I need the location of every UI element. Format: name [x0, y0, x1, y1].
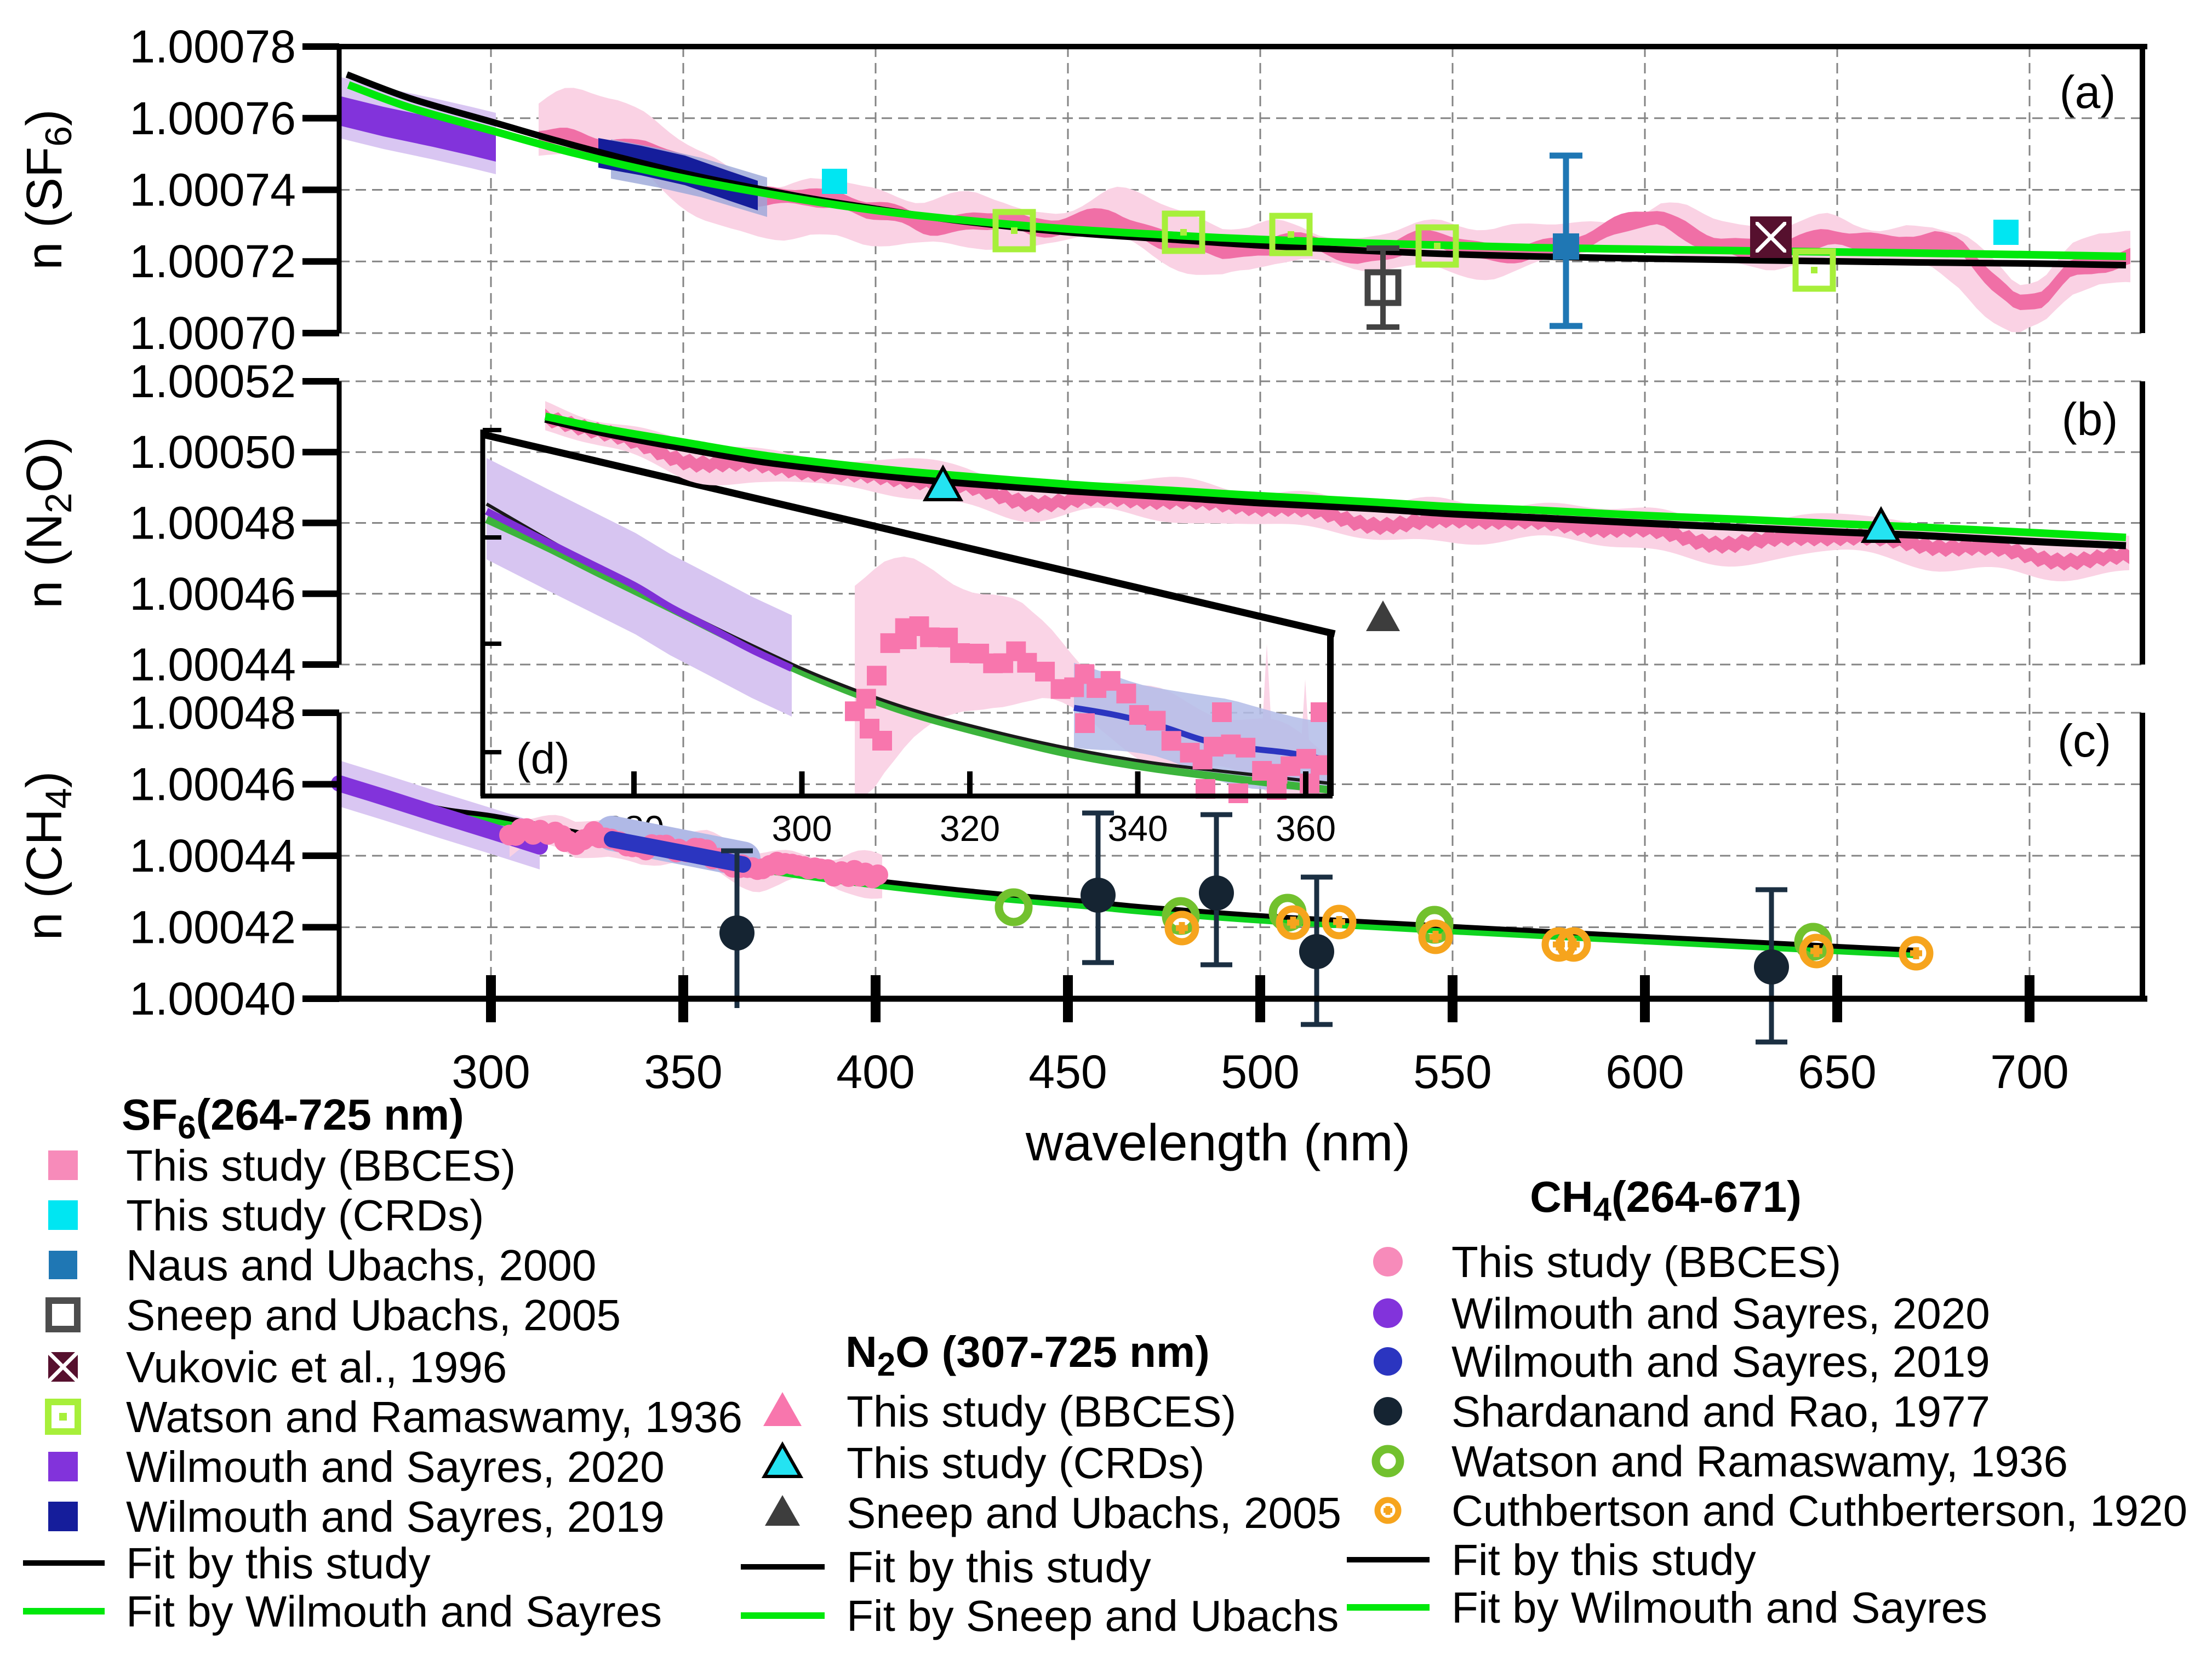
svg-text:450: 450	[1028, 1046, 1107, 1098]
svg-text:350: 350	[644, 1046, 723, 1098]
svg-text:1.00050: 1.00050	[129, 426, 296, 478]
svg-text:Watson and Ramaswamy, 1936: Watson and Ramaswamy, 1936	[1451, 1437, 2068, 1486]
svg-text:500: 500	[1221, 1046, 1300, 1098]
svg-text:1.00044: 1.00044	[129, 639, 296, 690]
svg-text:320: 320	[940, 808, 1000, 849]
svg-text:300: 300	[771, 808, 832, 849]
svg-text:Sneep and Ubachs, 2005: Sneep and Ubachs, 2005	[847, 1488, 1341, 1537]
svg-text:n (N2O): n (N2O)	[16, 437, 79, 609]
svg-text:1.00074: 1.00074	[129, 164, 296, 216]
svg-text:(a): (a)	[2060, 66, 2116, 118]
svg-text:700: 700	[1990, 1046, 2069, 1098]
svg-text:300: 300	[451, 1046, 530, 1098]
svg-text:This study (CRDs): This study (CRDs)	[126, 1191, 484, 1240]
svg-text:1.00044: 1.00044	[129, 830, 296, 881]
svg-text:(c): (c)	[2057, 715, 2111, 766]
svg-text:(d): (d)	[516, 734, 570, 783]
svg-text:This study (BBCES): This study (BBCES)	[126, 1141, 516, 1190]
svg-text:N2O (307-725 nm): N2O (307-725 nm)	[845, 1327, 1210, 1383]
svg-text:Wilmouth and Sayres, 2020: Wilmouth and Sayres, 2020	[1451, 1289, 1990, 1338]
svg-text:400: 400	[836, 1046, 915, 1098]
svg-text:Vukovic et al., 1996: Vukovic et al., 1996	[126, 1343, 507, 1392]
svg-text:wavelength (nm): wavelength (nm)	[1025, 1114, 1410, 1172]
svg-text:SF6(264-725 nm): SF6(264-725 nm)	[122, 1090, 464, 1146]
svg-text:340: 340	[1107, 808, 1168, 849]
svg-text:Sneep and Ubachs, 2005: Sneep and Ubachs, 2005	[126, 1291, 621, 1339]
svg-text:650: 650	[1798, 1046, 1877, 1098]
svg-text:600: 600	[1605, 1046, 1684, 1098]
svg-text:Fit by this study: Fit by this study	[1451, 1536, 1756, 1584]
svg-text:This study (CRDs): This study (CRDs)	[847, 1439, 1204, 1487]
svg-text:Wilmouth and Sayres, 2019: Wilmouth and Sayres, 2019	[1451, 1337, 1990, 1386]
svg-text:Fit by this study: Fit by this study	[126, 1539, 431, 1588]
svg-text:n (CH4): n (CH4)	[16, 771, 79, 941]
svg-text:360: 360	[1276, 808, 1336, 849]
svg-text:Wilmouth and Sayres, 2020: Wilmouth and Sayres, 2020	[126, 1442, 665, 1491]
svg-text:1.00046: 1.00046	[129, 568, 296, 620]
svg-text:CH4(264-671): CH4(264-671)	[1530, 1172, 1802, 1228]
svg-text:1.00078: 1.00078	[129, 21, 296, 72]
svg-text:1.00042: 1.00042	[129, 902, 296, 953]
svg-text:Wilmouth and Sayres, 2019: Wilmouth and Sayres, 2019	[126, 1492, 665, 1541]
svg-text:550: 550	[1413, 1046, 1492, 1098]
svg-text:1.00046: 1.00046	[129, 759, 296, 810]
svg-text:Fit by this study: Fit by this study	[847, 1543, 1151, 1591]
svg-text:1.00052: 1.00052	[129, 356, 296, 407]
svg-text:(b): (b)	[2062, 393, 2118, 445]
svg-text:Fit by Sneep and Ubachs: Fit by Sneep and Ubachs	[847, 1591, 1339, 1640]
svg-text:Fit by Wilmouth and Sayres: Fit by Wilmouth and Sayres	[126, 1587, 662, 1636]
svg-text:Fit by Wilmouth and Sayres: Fit by Wilmouth and Sayres	[1451, 1583, 1987, 1632]
svg-text:1.00070: 1.00070	[129, 307, 296, 359]
svg-text:1.00048: 1.00048	[129, 687, 296, 738]
svg-text:Shardanand and Rao, 1977: Shardanand and Rao, 1977	[1451, 1387, 1990, 1436]
svg-text:Naus and Ubachs, 2000: Naus and Ubachs, 2000	[126, 1241, 596, 1290]
svg-text:1.00040: 1.00040	[129, 973, 296, 1024]
svg-text:This study (BBCES): This study (BBCES)	[1451, 1238, 1841, 1286]
svg-text:1.00072: 1.00072	[129, 236, 296, 287]
svg-text:Watson and Ramaswamy, 1936: Watson and Ramaswamy, 1936	[126, 1393, 742, 1441]
svg-text:1.00048: 1.00048	[129, 497, 296, 549]
svg-text:1.00076: 1.00076	[129, 93, 296, 144]
svg-text:This study (BBCES): This study (BBCES)	[847, 1387, 1236, 1436]
svg-text:Cuthbertson and Cuthberterson,: Cuthbertson and Cuthberterson, 1920	[1451, 1486, 2187, 1535]
